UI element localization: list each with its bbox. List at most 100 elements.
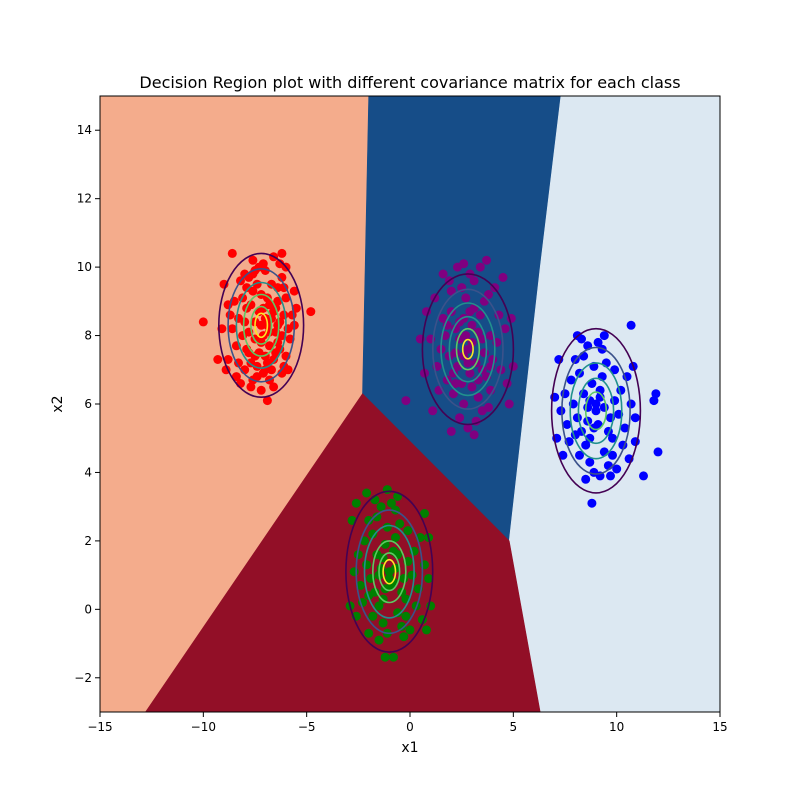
point-red [277,248,287,258]
point-green [374,601,384,611]
point-green [399,632,409,642]
point-red [240,269,250,279]
point-red [225,310,235,320]
point-red [262,396,272,406]
point-green [374,635,384,645]
point-purple [459,259,469,269]
point-purple [484,402,493,412]
y-axis-label: x2 [50,395,66,412]
contour-red [242,293,280,357]
point-red [269,355,279,364]
point-red [227,324,237,334]
contour-purple [440,302,496,397]
contour-blue [569,362,623,460]
x-tick-label: 15 [712,720,727,734]
point-red [256,385,266,395]
point-green [378,618,388,628]
point-purple [446,426,456,436]
y-tick-label: 8 [84,329,92,343]
point-blue [608,433,617,443]
point-red [248,255,258,265]
point-green [362,560,372,570]
point-red [231,372,241,382]
contour-green [363,524,415,619]
point-red [267,365,276,375]
point-red [265,341,274,351]
point-green [399,574,409,583]
point-purple [463,423,473,433]
point-red [242,283,252,293]
point-red [213,355,223,364]
contour-green [378,552,401,592]
point-blue [593,337,603,347]
point-purple [482,255,491,265]
point-purple [455,317,465,327]
point-purple [461,293,471,303]
point-green [422,625,431,635]
contour-green [371,540,407,604]
point-purple [465,307,475,317]
y-tick-label: 2 [84,534,92,548]
point-blue [653,447,663,457]
point-blue [599,331,609,341]
point-red [273,320,283,330]
point-green [368,529,378,539]
contour-blue [577,377,615,445]
point-purple [461,331,471,341]
contour-purple [421,273,515,426]
contour-green [345,490,434,653]
point-red [281,293,291,303]
point-blue [558,450,568,460]
point-purple [401,396,411,406]
point-purple [455,413,465,423]
y-tick-label: 0 [84,602,92,616]
y-tick-label: 12 [77,192,92,206]
region-green [145,393,541,712]
y-tick-label: 14 [77,123,92,137]
y-tick-label: 4 [84,465,92,479]
gaussian-contours [218,252,642,653]
point-purple [467,320,477,330]
contour-red [218,252,305,398]
point-green [380,539,390,549]
x-tick-label: −10 [191,720,216,734]
point-green [424,574,434,583]
point-red [269,382,279,392]
point-blue [566,375,576,385]
point-red [289,286,299,296]
contour-red [254,312,269,339]
point-purple [475,262,485,272]
point-purple [479,296,489,306]
x-tick-label: 5 [510,720,518,734]
point-green [391,533,400,542]
point-blue [562,420,572,429]
point-purple [467,382,477,392]
point-purple [465,368,475,378]
contour-blue [550,327,642,494]
point-green [389,652,398,662]
contour-blue [561,346,631,475]
point-blue [560,389,570,399]
point-red [258,259,268,269]
contour-purple [448,315,488,383]
point-purple [459,399,469,409]
point-blue [651,389,661,399]
scatter-points [198,248,663,662]
point-green [355,580,365,590]
point-green [393,608,403,618]
contour-purple [431,288,504,410]
point-green [349,567,359,577]
contour-red [227,267,296,383]
point-red [223,355,233,364]
point-blue [581,440,591,450]
point-green [372,512,382,522]
point-blue [585,457,595,467]
point-purple [469,276,479,286]
point-green [397,621,407,631]
point-blue [572,413,582,423]
point-purple [428,406,438,416]
point-red [291,303,301,313]
point-purple [463,344,473,354]
point-blue [608,450,617,460]
